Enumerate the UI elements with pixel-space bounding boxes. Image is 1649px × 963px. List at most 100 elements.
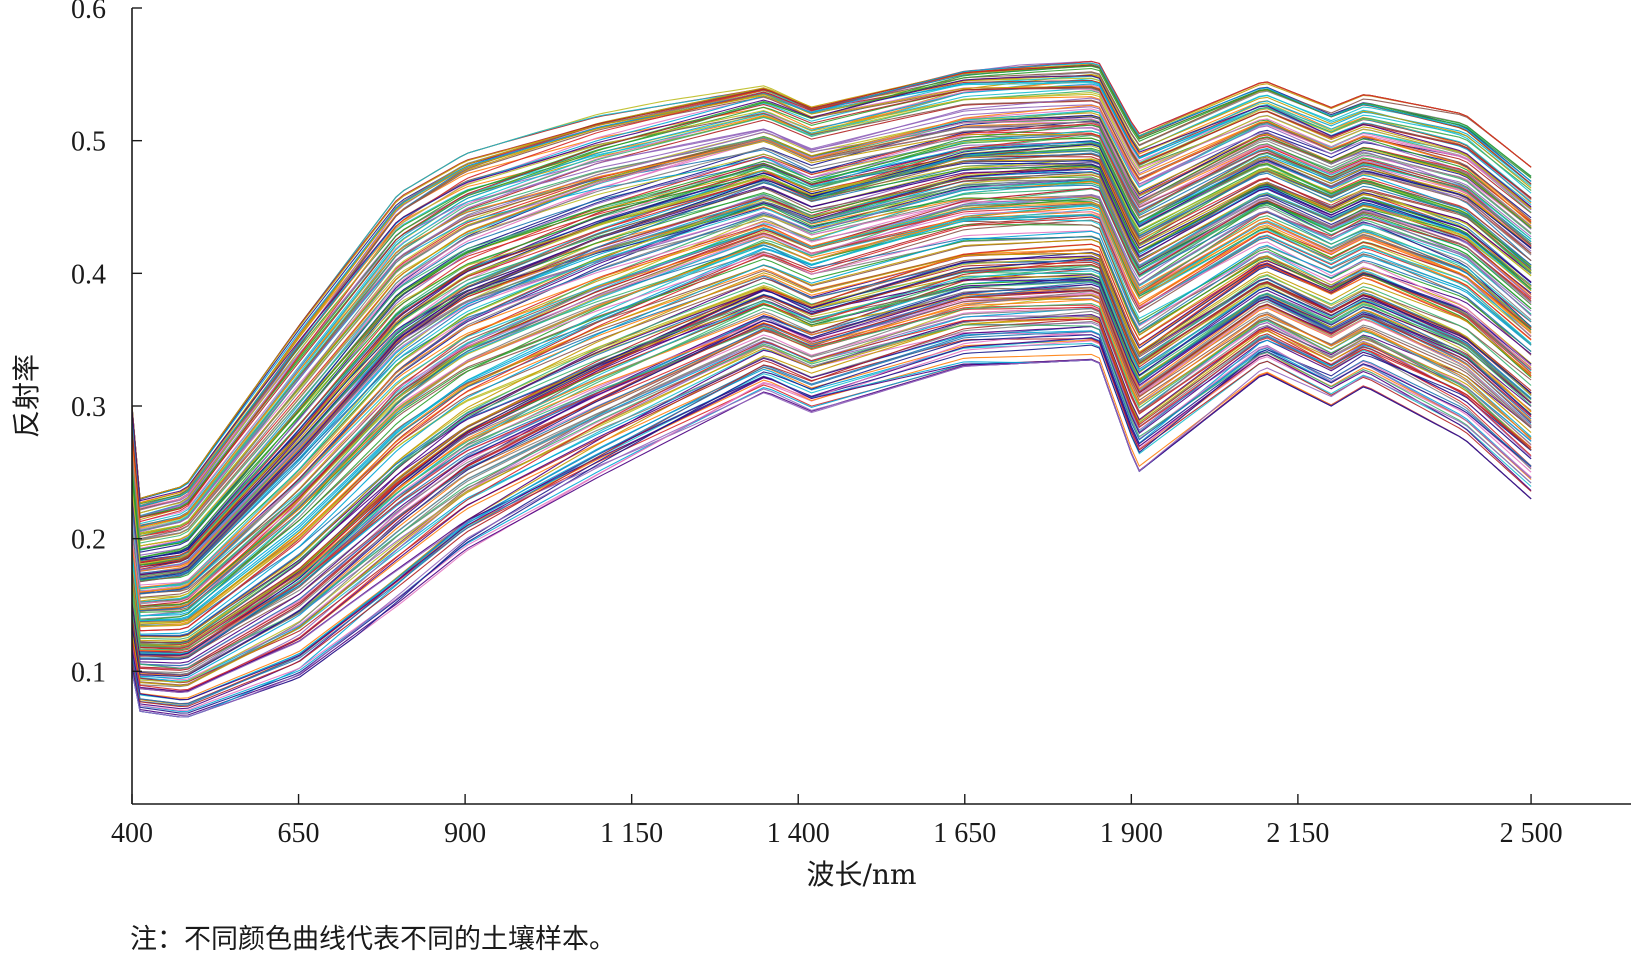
spectrum-series-line: [131, 168, 1532, 576]
spectrum-series-line: [131, 318, 1532, 708]
x-tick-label: 400: [111, 818, 153, 849]
x-tick-label: 900: [444, 818, 486, 849]
spectrum-series-line: [131, 324, 1532, 669]
spectrum-series-line: [131, 137, 1532, 550]
spectrum-series-line: [131, 178, 1532, 577]
spectrum-series-line: [131, 81, 1532, 500]
figure-note: 注：不同颜色曲线代表不同的土壤样本。: [130, 924, 616, 955]
spectrum-series-line: [131, 251, 1532, 656]
spectrum-series-line: [131, 150, 1532, 565]
y-tick-label: 0.4: [71, 259, 106, 290]
spectrum-series-line: [131, 252, 1532, 638]
spectrum-series-line: [131, 318, 1532, 691]
spectrum-series-line: [131, 280, 1532, 645]
y-axis-title: 反射率: [10, 354, 43, 438]
x-axis-title: 波长/nm: [806, 858, 916, 891]
spectrum-series-line: [131, 197, 1532, 581]
spectrum-series-line: [131, 122, 1532, 563]
x-tick-label: 1 400: [767, 818, 830, 849]
axes: [131, 8, 1631, 805]
spectrum-series-line: [131, 124, 1532, 559]
spectrum-series-line: [131, 179, 1532, 590]
spectrum-series-line: [131, 334, 1532, 714]
spectrum-series-line: [131, 294, 1532, 683]
y-tick-label: 0.3: [71, 392, 106, 423]
spectrum-series-line: [131, 207, 1532, 610]
x-tick-label: 1 150: [600, 818, 663, 849]
spectrum-series-line: [131, 86, 1532, 519]
y-tick-label: 0.6: [71, 0, 106, 25]
spectrum-series-line: [131, 93, 1532, 514]
spectrum-series-line: [131, 337, 1532, 692]
spectrum-series-line: [131, 268, 1532, 670]
spectrum-series-line: [131, 62, 1532, 508]
spectrum-series-line: [131, 104, 1532, 529]
spectrum-series-line: [131, 150, 1532, 581]
y-ticks: 0.1 0.2 0.3 0.4 0.5 0.6: [71, 0, 142, 688]
x-tick-label: 2 150: [1266, 818, 1329, 849]
spectrum-series-line: [131, 283, 1532, 664]
spectrum-series-line: [131, 121, 1532, 540]
x-tick-label: 1 650: [933, 818, 996, 849]
spectrum-series-line: [131, 359, 1532, 693]
spectrum-series-line: [131, 201, 1532, 588]
spectrum-series-line: [131, 90, 1532, 532]
spectrum-series-line: [131, 224, 1532, 613]
spectrum-series-line: [131, 258, 1532, 657]
spectrum-series-line: [131, 322, 1532, 692]
spectrum-series-line: [131, 141, 1532, 556]
y-tick-label: 0.1: [71, 657, 106, 688]
spectrum-series-line: [131, 204, 1532, 589]
spectrum-series-line: [131, 176, 1532, 566]
spectrum-series-line: [131, 74, 1532, 504]
spectrum-series-line: [131, 85, 1532, 500]
spectrum-series-line: [131, 330, 1532, 705]
x-ticks: 400 650 900 1 150 1 400 1 650 1 900 2 150 2 500: [111, 794, 1563, 849]
spectrum-series-line: [131, 143, 1532, 580]
spectrum-series-line: [131, 292, 1532, 657]
spectrum-series-line: [131, 290, 1532, 674]
spectrum-series-line: [131, 199, 1532, 574]
spectrum-series-line: [131, 144, 1532, 580]
spectrum-series-line: [131, 134, 1532, 541]
spectrum-series-line: [131, 259, 1532, 622]
spectrum-series-line: [131, 141, 1532, 532]
spectrum-series-line: [131, 239, 1532, 625]
spectrum-series-line: [131, 230, 1532, 635]
spectrum-series-line: [131, 120, 1532, 561]
spectrum-series-line: [131, 75, 1532, 502]
spectra-series-layer: [131, 60, 1532, 718]
spectrum-series-line: [131, 165, 1532, 551]
y-tick-label: 0.5: [71, 127, 106, 158]
spectrum-series-line: [131, 178, 1532, 595]
spectrum-series-line: [131, 306, 1532, 654]
spectrum-series-line: [131, 326, 1532, 693]
spectrum-series-line: [131, 75, 1532, 525]
spectrum-series-line: [131, 296, 1532, 647]
spectrum-series-line: [131, 299, 1532, 652]
spectrum-series-line: [131, 282, 1532, 667]
spectrum-series-line: [131, 230, 1532, 604]
spectrum-series-line: [131, 317, 1532, 687]
spectrum-series-line: [131, 153, 1532, 579]
x-tick-label: 2 500: [1500, 818, 1563, 849]
spectrum-series-line: [131, 308, 1532, 675]
y-tick-label: 0.2: [71, 525, 106, 556]
spectrum-series-line: [131, 359, 1532, 718]
spectrum-series-line: [131, 119, 1532, 534]
spectrum-series-line: [131, 208, 1532, 617]
x-tick-label: 1 900: [1100, 818, 1163, 849]
spectrum-series-line: [131, 106, 1532, 517]
spectrum-series-line: [131, 130, 1532, 571]
spectrum-series-line: [131, 220, 1532, 594]
spectrum-series-line: [131, 279, 1532, 644]
spectrum-series-line: [131, 87, 1532, 508]
x-tick-label: 650: [278, 818, 320, 849]
spectrum-series-line: [131, 133, 1532, 542]
spectrum-series-line: [131, 270, 1532, 655]
spectrum-series-line: [131, 118, 1532, 530]
spectrum-series-line: [131, 143, 1532, 544]
spectrum-series-line: [131, 359, 1532, 701]
spectrum-series-line: [131, 71, 1532, 514]
